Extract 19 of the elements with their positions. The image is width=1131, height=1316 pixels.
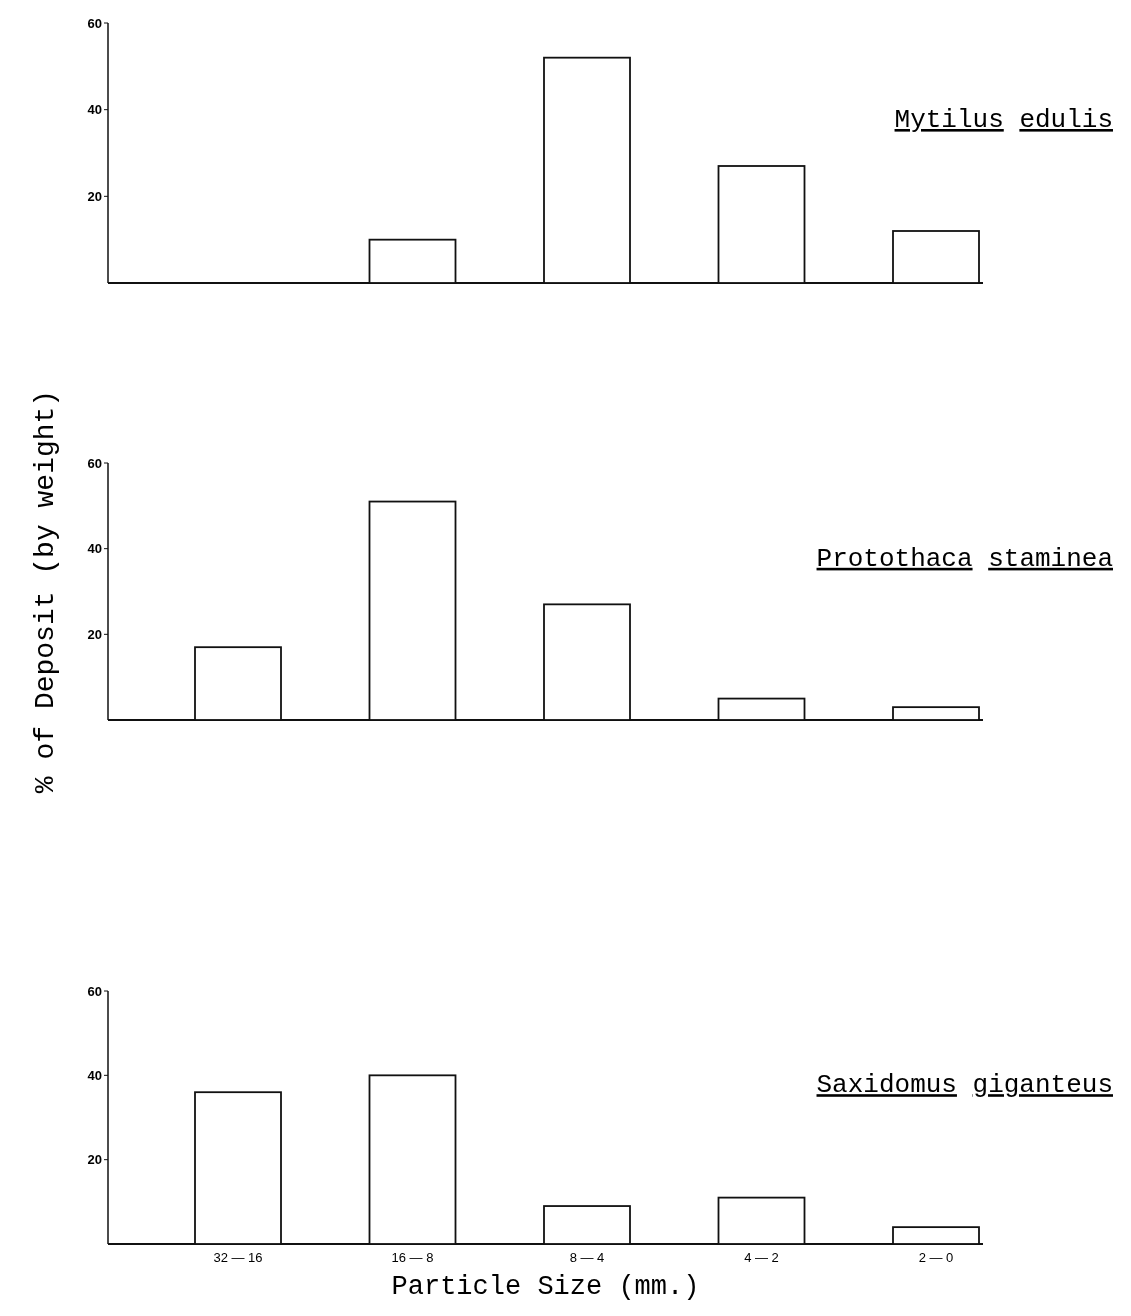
text: Mytilus edulis: [894, 105, 1113, 135]
x-tick-label: 16 — 8: [391, 1250, 434, 1265]
text: Protothaca staminea: [816, 543, 1113, 574]
y-tick-label: 40: [87, 1067, 102, 1083]
x-axis-title: Particle Size (mm.): [391, 1272, 700, 1302]
y-tick-label: 40: [87, 102, 102, 118]
y-tick-label: 60: [87, 455, 102, 471]
y-tick-label: 20: [87, 1152, 102, 1168]
y-tick-label: 40: [87, 541, 102, 557]
y-tick-label: 60: [87, 983, 102, 999]
y-tick-label: 60: [87, 15, 102, 31]
x-tick-label: 2 — 0: [918, 1250, 954, 1265]
y-tick-label: 20: [87, 626, 102, 642]
y-axis-title: % of Deposit (by weight): [30, 389, 61, 794]
x-tick-label: 8 — 4: [569, 1250, 605, 1265]
y-tick-label: 20: [87, 188, 102, 204]
x-tick-label: 4 — 2: [744, 1250, 779, 1265]
x-tick-label: 32 — 16: [213, 1250, 263, 1265]
text: Saxidomus giganteus: [816, 1070, 1113, 1101]
